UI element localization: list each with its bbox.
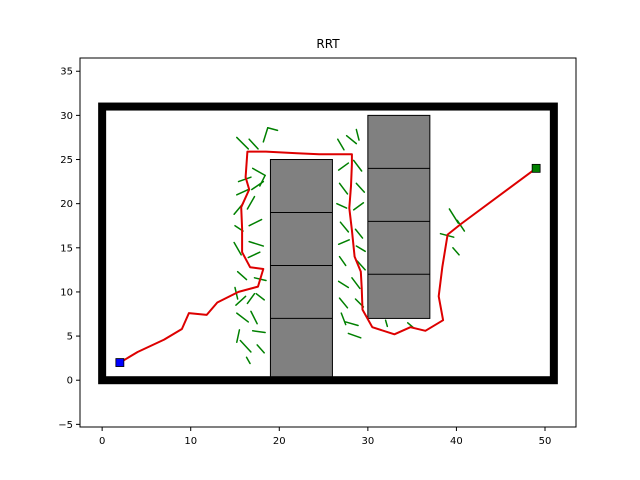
y-tick-label: 35	[60, 67, 73, 78]
y-tick-label: 25	[60, 155, 73, 166]
tree-edge	[237, 176, 252, 183]
tree-edge	[248, 138, 259, 150]
tree-edge	[256, 344, 265, 354]
tree-edge	[239, 339, 252, 353]
tree-edge	[236, 188, 250, 196]
tree-edge	[384, 319, 389, 328]
tree-edge	[355, 182, 366, 193]
x-tick-label: 10	[184, 436, 197, 447]
tree-edge	[340, 312, 347, 326]
y-tick-label: 20	[60, 199, 73, 210]
tree-edge	[251, 330, 266, 334]
y-tick-label: 10	[60, 287, 73, 298]
tree-edge	[337, 162, 350, 171]
tree-edge	[338, 182, 349, 195]
x-axis: 0 10 20 30 40 50	[99, 427, 551, 447]
tree-edge	[255, 292, 265, 301]
tree-edge	[236, 136, 250, 150]
tree-edge	[336, 138, 345, 151]
tree-edge	[245, 356, 251, 365]
y-tick-label: 30	[60, 111, 73, 122]
tree-edge	[338, 255, 347, 267]
tree-edge	[352, 159, 363, 172]
x-tick-label: 0	[99, 436, 105, 447]
tree-edge	[262, 126, 269, 143]
tree-edge	[233, 241, 242, 256]
tree-edge	[352, 202, 365, 211]
tree-edge	[246, 195, 256, 210]
y-tick-label: −5	[58, 420, 73, 431]
goal-marker	[531, 163, 541, 173]
obstacle-1	[269, 159, 333, 381]
tree-edge	[347, 332, 362, 339]
tree-edge	[448, 208, 459, 224]
tree-edge	[354, 228, 364, 239]
tree-edge	[251, 167, 266, 177]
tree-edge	[351, 277, 361, 290]
x-tick-label: 50	[539, 436, 552, 447]
tree-edge	[337, 239, 351, 246]
tree-edge	[236, 270, 248, 281]
tree-edge	[246, 292, 256, 305]
tree-edge	[344, 321, 359, 327]
start-marker	[115, 358, 125, 367]
plot-area	[98, 102, 558, 385]
tree-edge	[250, 310, 258, 325]
tree-edge	[248, 240, 265, 247]
tree-edge	[248, 218, 263, 227]
tree-edge	[355, 245, 366, 253]
axes-frame	[79, 57, 577, 428]
tree-edge	[338, 297, 349, 309]
tree-edge	[336, 202, 348, 209]
y-tick-label: 5	[67, 332, 73, 343]
x-tick-label: 20	[273, 436, 286, 447]
x-tick-label: 30	[361, 436, 374, 447]
tree-edge	[345, 134, 358, 145]
tree-edge	[251, 180, 265, 191]
tree-edge	[247, 251, 261, 259]
tree-edge	[236, 329, 241, 344]
tree-edge	[355, 128, 360, 141]
tree-edge	[236, 312, 250, 323]
tree-edge	[339, 221, 350, 233]
tree-edge	[235, 295, 247, 306]
tree-edge	[337, 280, 350, 289]
obstacle-2	[367, 114, 431, 319]
tree-edge	[452, 247, 460, 256]
chart-title: RRT	[316, 37, 340, 51]
y-axis: −5 0 5 10 15 20 25 30 35	[58, 67, 80, 431]
tree-edge	[267, 126, 279, 132]
y-tick-label: 0	[67, 376, 73, 387]
x-tick-label: 40	[450, 436, 463, 447]
y-tick-label: 15	[60, 243, 73, 254]
tree-edge	[356, 260, 366, 271]
boundary-wall	[98, 102, 558, 385]
rrt-path	[118, 150, 538, 364]
